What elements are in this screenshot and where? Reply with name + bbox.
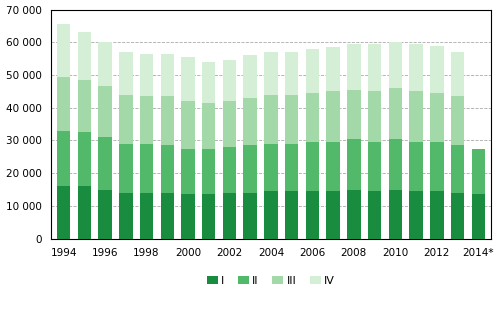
Bar [119,193,133,238]
Bar [243,145,257,193]
Bar [389,190,402,238]
Bar [326,142,340,191]
Bar [160,145,174,193]
Bar [430,191,443,238]
Bar [306,93,319,142]
Bar [264,52,278,95]
Legend: I, II, III, IV: I, II, III, IV [202,272,340,290]
Bar [181,149,195,195]
Bar [160,54,174,96]
Bar [264,95,278,144]
Bar [57,186,70,238]
Bar [119,95,133,144]
Bar [347,190,361,238]
Bar [181,57,195,101]
Bar [451,96,464,145]
Bar [326,92,340,142]
Bar [306,142,319,191]
Bar [140,193,153,238]
Bar [409,92,423,142]
Bar [78,32,91,80]
Bar [119,144,133,193]
Bar [326,191,340,238]
Bar [78,186,91,238]
Bar [451,145,464,193]
Bar [98,87,112,137]
Bar [451,193,464,238]
Bar [368,142,381,191]
Bar [430,93,443,142]
Bar [471,149,485,195]
Bar [140,54,153,96]
Bar [223,60,236,101]
Bar [430,46,443,93]
Bar [202,149,215,195]
Bar [368,92,381,142]
Bar [243,55,257,98]
Bar [98,190,112,238]
Bar [285,52,299,95]
Bar [243,98,257,145]
Bar [98,137,112,190]
Bar [202,103,215,149]
Bar [389,42,402,88]
Bar [347,90,361,139]
Bar [140,144,153,193]
Bar [264,144,278,191]
Bar [389,139,402,190]
Bar [326,47,340,92]
Bar [181,195,195,238]
Bar [181,101,195,149]
Bar [347,44,361,90]
Bar [389,88,402,139]
Bar [368,191,381,238]
Bar [471,195,485,238]
Bar [223,193,236,238]
Bar [140,96,153,144]
Bar [223,147,236,193]
Bar [57,77,70,131]
Bar [306,191,319,238]
Bar [243,193,257,238]
Bar [119,52,133,95]
Bar [285,95,299,144]
Bar [368,44,381,92]
Bar [160,96,174,145]
Bar [347,139,361,190]
Bar [430,142,443,191]
Bar [78,132,91,186]
Bar [57,24,70,77]
Bar [223,101,236,147]
Bar [202,195,215,238]
Bar [451,52,464,96]
Bar [160,193,174,238]
Bar [78,80,91,132]
Bar [285,191,299,238]
Bar [285,144,299,191]
Bar [264,191,278,238]
Bar [409,191,423,238]
Bar [98,42,112,87]
Bar [409,142,423,191]
Bar [57,131,70,186]
Bar [202,62,215,103]
Bar [306,49,319,93]
Bar [409,44,423,92]
